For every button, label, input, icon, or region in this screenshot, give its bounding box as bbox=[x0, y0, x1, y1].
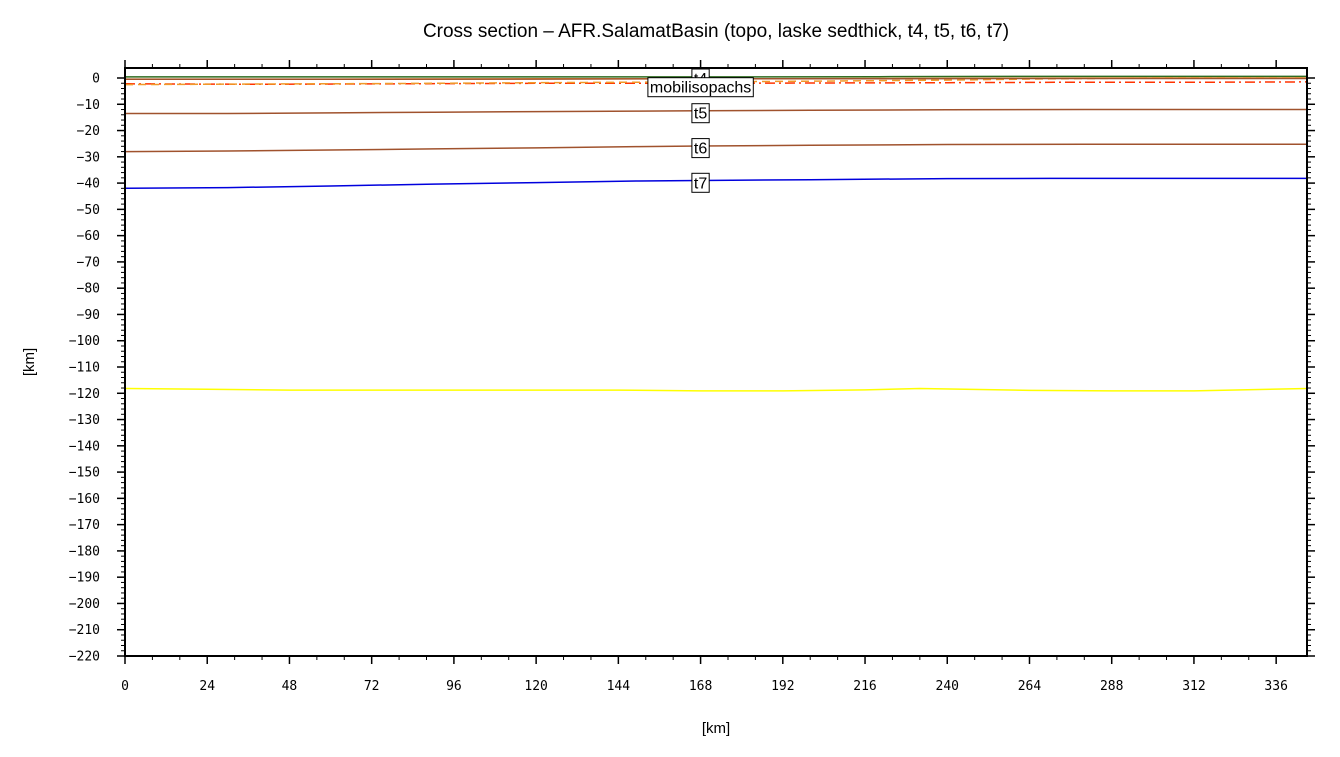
y-tick-label: −50 bbox=[77, 203, 100, 218]
x-tick-label: 72 bbox=[364, 679, 380, 694]
y-axis-label: [km] bbox=[21, 348, 38, 376]
x-tick-label: 120 bbox=[524, 679, 547, 694]
y-tick-label: −10 bbox=[77, 98, 100, 113]
y-tick-label: −150 bbox=[69, 466, 100, 481]
x-tick-label: 24 bbox=[199, 679, 215, 694]
chart-title: Cross section – AFR.SalamatBasin (topo, … bbox=[423, 21, 1009, 42]
curve-label-box bbox=[647, 77, 754, 98]
x-tick-label: 192 bbox=[771, 679, 794, 694]
y-tick-label: 0 bbox=[92, 72, 100, 87]
y-tick-label: −200 bbox=[69, 597, 100, 612]
y-tick-label: −70 bbox=[77, 255, 100, 270]
curve-label-text: t5 bbox=[694, 106, 707, 123]
y-tick-label: −120 bbox=[69, 387, 100, 402]
curve-label-t5: t5 bbox=[691, 103, 710, 124]
curve-label-t7: t7 bbox=[691, 172, 710, 193]
curve-label-text: t6 bbox=[694, 141, 707, 158]
x-tick-label: 96 bbox=[446, 679, 462, 694]
x-tick-label: 312 bbox=[1182, 679, 1205, 694]
series-line-t5 bbox=[125, 108, 1307, 115]
plot-frame bbox=[124, 67, 1308, 657]
x-tick-label: 168 bbox=[689, 679, 712, 694]
y-tick-label: −140 bbox=[69, 439, 100, 454]
x-tick-label: 336 bbox=[1264, 679, 1287, 694]
series-line-t7 bbox=[124, 177, 1307, 190]
x-tick-label: 240 bbox=[936, 679, 959, 694]
y-tick-label: −170 bbox=[69, 518, 100, 533]
y-tick-label: −160 bbox=[69, 492, 100, 507]
series-line-series-3 bbox=[124, 81, 1308, 86]
series-line-series-1 bbox=[125, 75, 1307, 78]
curve-label-mobilisopachs: mobilisopachs bbox=[647, 77, 754, 98]
x-tick-label: 48 bbox=[282, 679, 298, 694]
x-tick-label: 288 bbox=[1100, 679, 1123, 694]
y-tick-label: −30 bbox=[77, 150, 100, 165]
series-line-t6 bbox=[124, 143, 1307, 153]
curve-label-box bbox=[691, 103, 710, 124]
y-tick-label: −180 bbox=[69, 544, 100, 559]
x-tick-label: 144 bbox=[607, 679, 631, 694]
curve-label-box bbox=[691, 138, 710, 159]
x-tick-label: 0 bbox=[121, 679, 129, 694]
curve-label-t6: t6 bbox=[691, 138, 710, 159]
y-tick-label: −110 bbox=[69, 361, 100, 376]
y-tick-label: −90 bbox=[77, 308, 100, 323]
y-tick-label: −100 bbox=[69, 334, 100, 349]
curve-labels: t4mobilisopachst5t6t7 bbox=[647, 68, 754, 193]
y-tick-label: −130 bbox=[69, 413, 100, 428]
plot-curves bbox=[124, 75, 1308, 392]
y-tick-label: −80 bbox=[77, 282, 100, 297]
x-axis: 0 24 48 72 96 120 144 168 192 216 240 264 288 312 336 bbox=[121, 60, 1288, 694]
y-axis: 0 −10 −20 −30 −40 −50 −60 −70 −80 −90 −100 −110 −120… bbox=[69, 72, 1315, 665]
y-tick-label: −60 bbox=[77, 229, 100, 244]
x-tick-label: 264 bbox=[1018, 679, 1042, 694]
y-tick-label: −210 bbox=[69, 623, 100, 638]
curve-label-text: mobilisopachs bbox=[650, 80, 751, 97]
y-tick-label: −220 bbox=[69, 650, 100, 665]
curve-label-text: t7 bbox=[694, 175, 707, 192]
curve-label-box bbox=[691, 172, 710, 193]
y-tick-label: −20 bbox=[77, 124, 100, 139]
series-line-series-9 bbox=[124, 387, 1308, 392]
x-axis-label: [km] bbox=[702, 720, 730, 737]
y-tick-label: −40 bbox=[77, 177, 100, 192]
series-line-t4 bbox=[125, 77, 1307, 81]
y-tick-label: −190 bbox=[69, 571, 100, 586]
x-tick-label: 216 bbox=[853, 679, 876, 694]
